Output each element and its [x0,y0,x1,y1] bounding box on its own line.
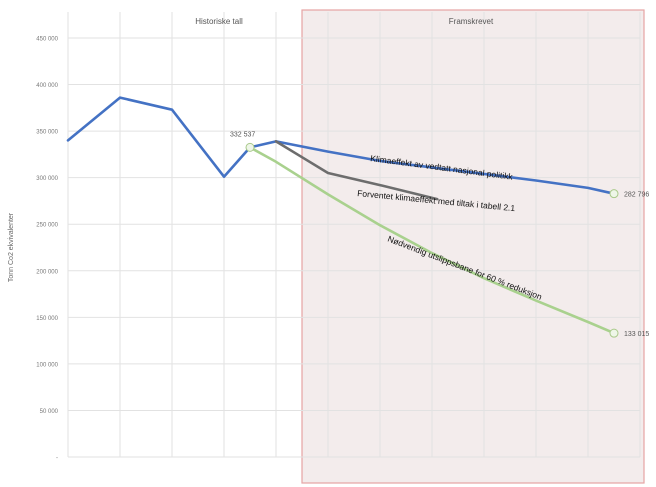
point-label: 133 015 [624,331,649,338]
y-tick-label: 400 000 [36,83,58,89]
y-tick-label: 250 000 [36,223,58,229]
point-marker [245,142,255,152]
point-marker [609,328,619,338]
y-tick-label: - [56,456,58,462]
region-label-historical: Historiske tall [195,17,243,26]
forecast-region [301,9,645,484]
y-tick-label: 300 000 [36,176,58,182]
y-tick-label: 150 000 [36,316,58,322]
region-label-forecast: Framskrevet [449,17,494,26]
point-label: 332 537 [230,131,255,138]
point-label: 282 796 [624,192,649,199]
y-tick-label: 450 000 [36,37,58,43]
series-line-3 [274,140,439,201]
series-line-2 [274,140,616,195]
point-marker [609,189,619,199]
y-tick-label: 50 000 [40,409,59,415]
y-axis-label: Tonn Co2 ekvivalenter [8,212,15,282]
series-line-4 [248,146,616,335]
y-tick-label: 200 000 [36,269,58,275]
y-tick-label: 100 000 [36,362,58,368]
y-tick-label: 350 000 [36,130,58,136]
